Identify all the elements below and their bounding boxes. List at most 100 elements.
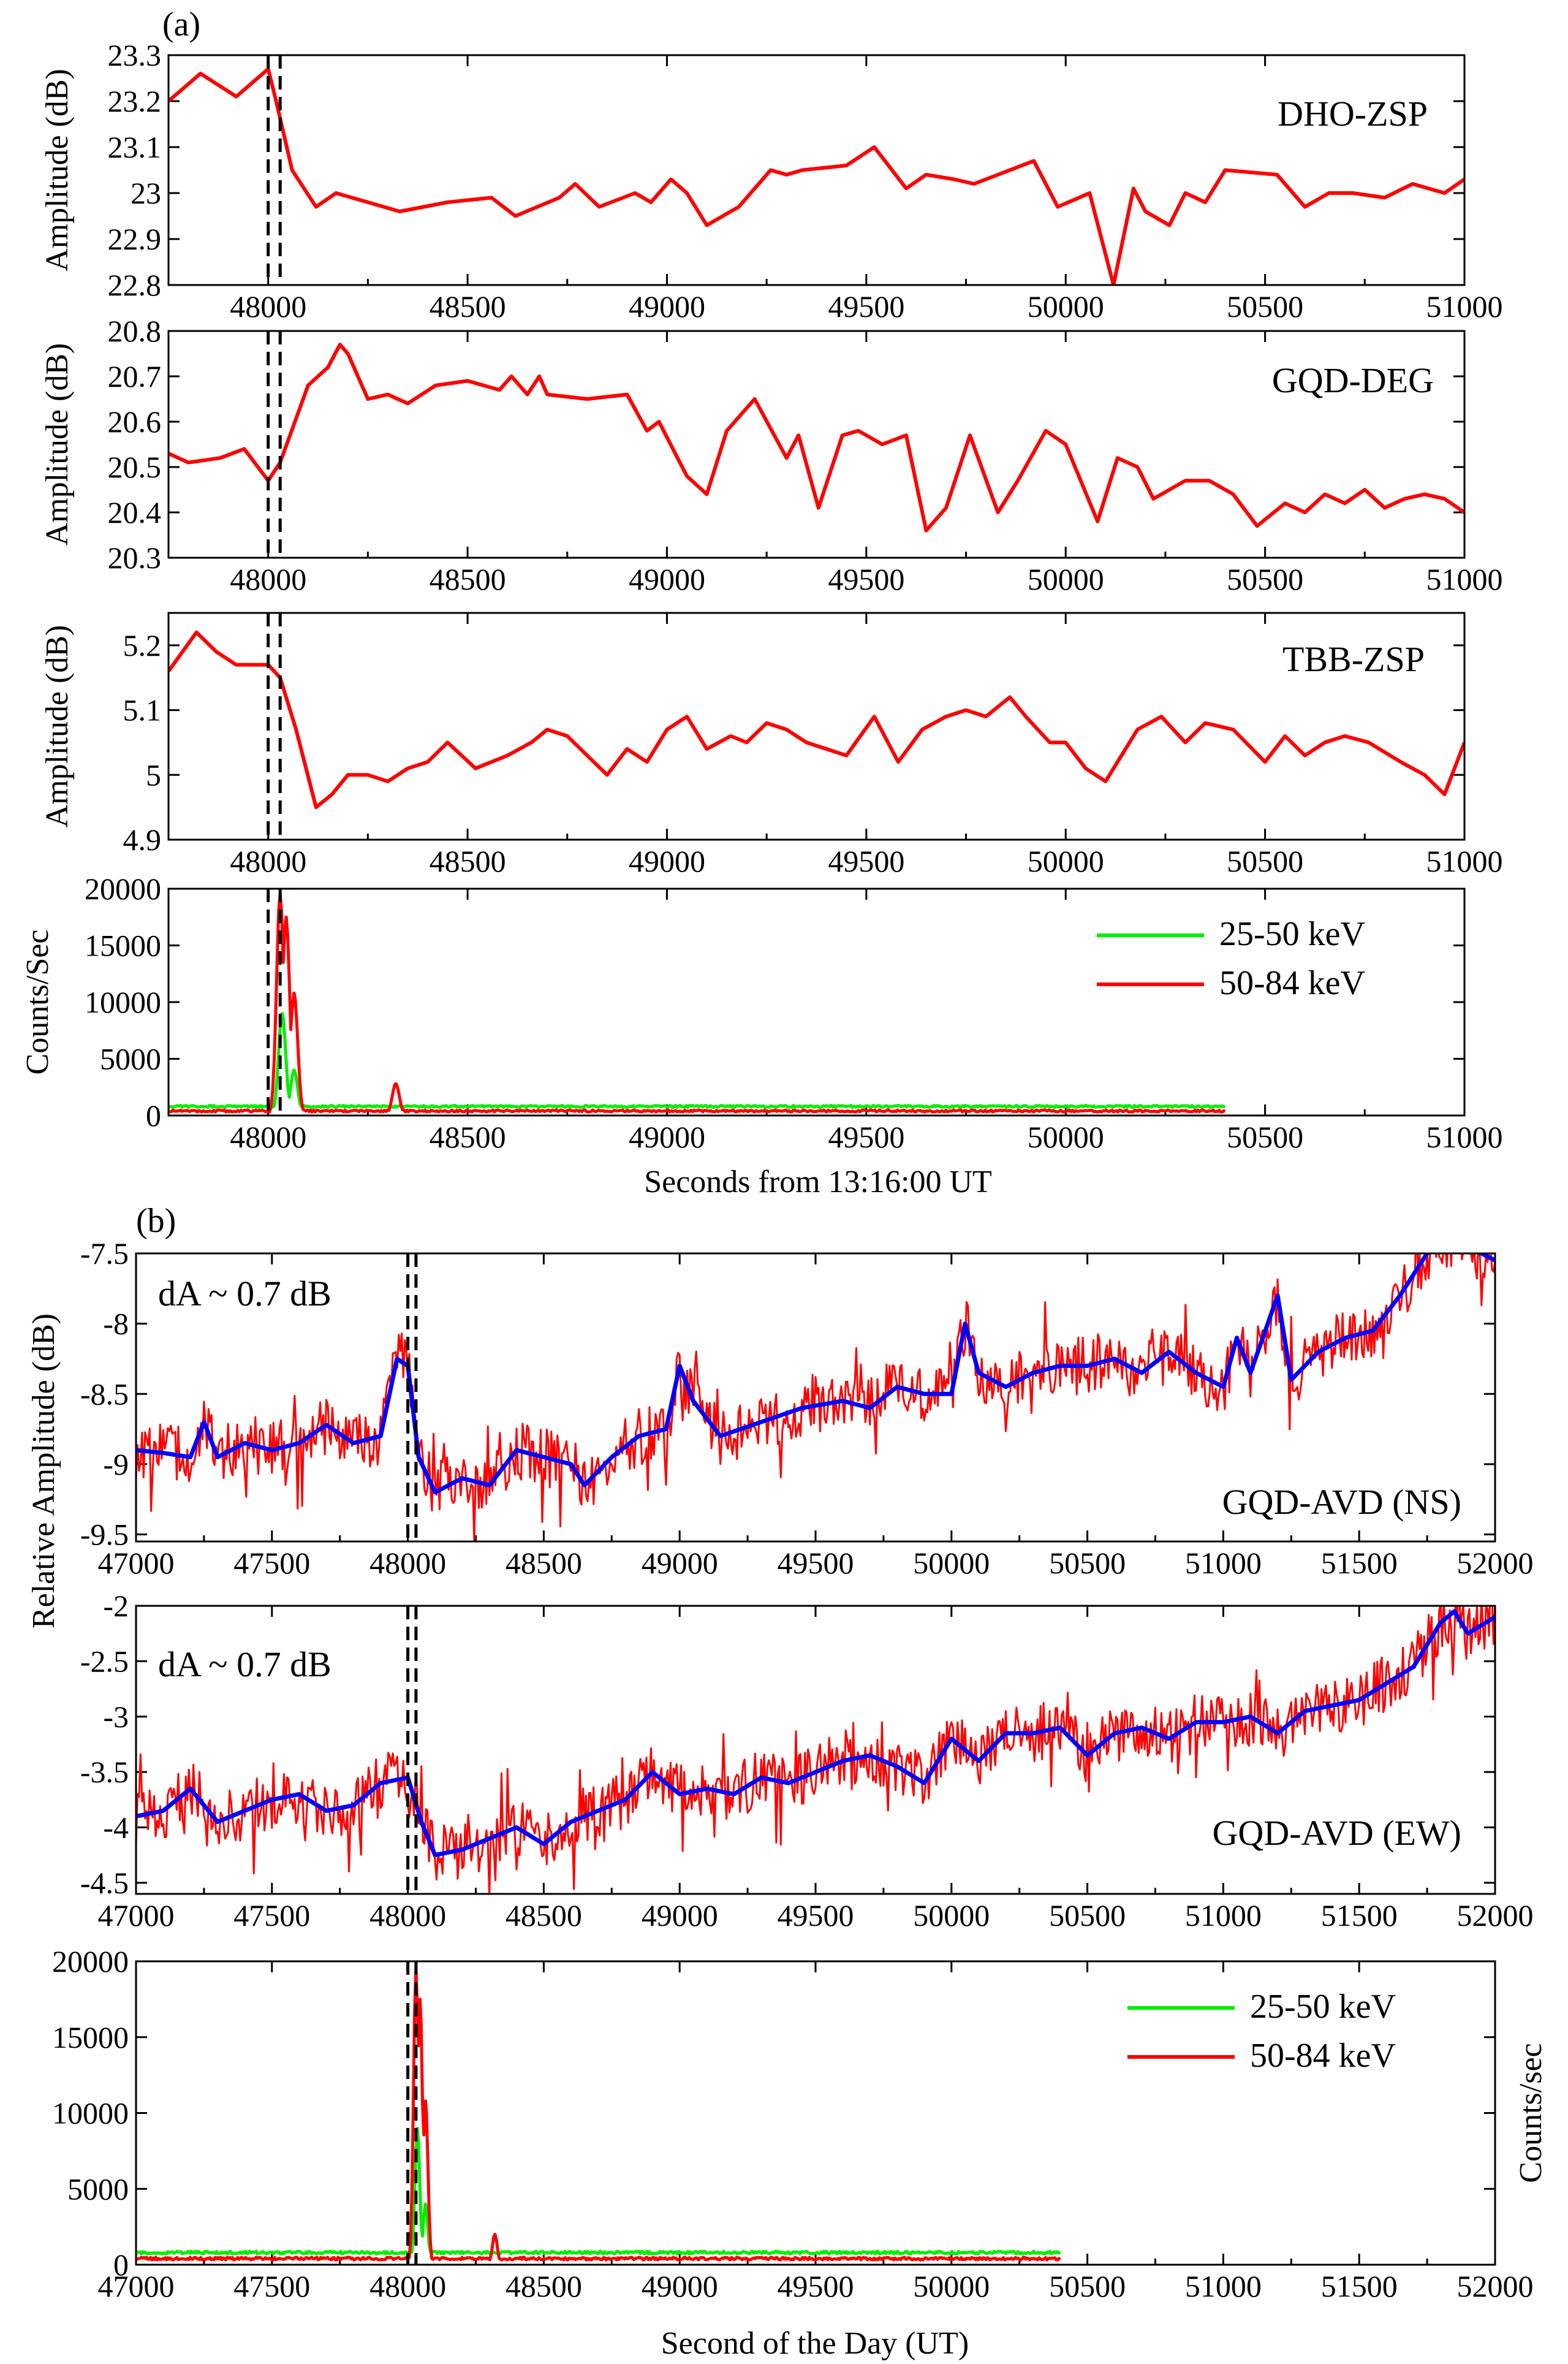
series-line-25-50-kev [136,2126,1061,2256]
y-tick-label: -9 [103,1447,129,1481]
x-tick-label: 48000 [369,1898,446,1933]
x-tick-label: 49000 [642,2269,718,2303]
legend-entry: 25-50 keV [1219,915,1365,953]
x-tick-label: 51000 [1426,1120,1503,1154]
x-axis-label-a: Seconds from 13:16:00 UT [644,1165,992,1199]
series-line-main [169,343,1464,533]
x-tick-label: 50500 [1227,289,1303,324]
series-line-smoothed [136,1253,1495,1495]
station-label: GQD-AVD (EW) [1213,1813,1461,1853]
plot-frame [167,612,1466,841]
x-tick-label: 51500 [1321,1898,1398,1933]
x-tick-label: 48000 [369,2269,446,2303]
y-axis-label-b-shared: Relative Amplitude (dB) [26,1313,61,1629]
x-tick-label: 49500 [778,1546,854,1580]
x-tick-label: 48000 [230,844,306,878]
y-axis-label: Amplitude (dB) [40,69,75,272]
y-tick-label: -4.5 [80,1866,129,1900]
y-tick-label: -3 [103,1700,129,1734]
x-tick-label: 48000 [230,1120,306,1154]
y-tick-label: 23.1 [108,130,162,164]
y-tick-label: -7.5 [80,1236,129,1271]
legend-entry: 25-50 keV [1250,1988,1396,2026]
x-tick-label: 48000 [230,562,306,596]
x-tick-label: 47500 [233,2269,310,2303]
plot-frame [167,54,1466,286]
y-tick-label: 5.1 [123,693,162,728]
y-tick-label: 10000 [52,2096,129,2130]
x-tick-label: 48000 [230,289,306,324]
x-tick-label: 49000 [642,1546,718,1580]
series-line-25-50-kev [169,1012,1225,1109]
legend-entry: 50-84 keV [1219,964,1365,1002]
series-line-main [169,630,1464,810]
series-line-50-84-kev [136,1967,1062,2262]
x-tick-label: 50000 [1028,1120,1104,1154]
series-line-raw [136,1253,1495,1541]
y-axis-label: Amplitude (dB) [40,625,75,828]
x-tick-label: 48500 [430,289,506,324]
y-tick-label: 20.5 [108,450,162,484]
x-tick-label: 51500 [1321,1546,1398,1580]
y-tick-label: -3.5 [80,1755,129,1789]
x-tick-label: 50500 [1227,1120,1303,1154]
y-tick-label: 23.2 [108,84,162,118]
x-tick-label: 49500 [778,1898,854,1933]
y-tick-label: 20.4 [108,495,162,530]
x-tick-label: 48500 [430,844,506,878]
x-tick-label: 50000 [913,1546,990,1580]
series-line-smoothed [136,1609,1495,1858]
series-line-raw [136,1606,1495,1894]
y-tick-label: 22.9 [108,222,162,256]
y-tick-label: 20000 [52,1944,129,1978]
x-tick-label: 49000 [642,1898,718,1933]
x-tick-label: 51000 [1185,1546,1262,1580]
x-tick-label: 50000 [1028,844,1104,878]
x-tick-label: 49500 [828,289,904,324]
x-tick-label: 48500 [506,2269,582,2303]
subplot-gqd-avd-ew: 47000 47500 48000 48500 49000 49500 50000 50500… [80,1589,1534,1933]
x-tick-label: 50500 [1227,562,1303,596]
y-axis-label: Amplitude (dB) [40,343,75,546]
y-tick-label: 20.3 [108,541,162,575]
y-tick-label: -4 [103,1811,129,1845]
station-label: GQD-AVD (NS) [1222,1482,1461,1522]
plot-frame [135,1960,1496,2266]
y-tick-label: -9.5 [80,1518,129,1552]
y-tick-label: -2 [103,1589,129,1623]
x-tick-label: 52000 [1457,1898,1534,1933]
y-tick-label: 5000 [100,1042,161,1076]
x-tick-label: 50000 [1028,562,1104,596]
x-tick-label: 49500 [828,562,904,596]
x-tick-label: 50500 [1227,844,1303,878]
panel-a-label: (a) [162,6,200,44]
y-tick-label: 20000 [85,872,161,906]
x-tick-label: 51000 [1185,1898,1262,1933]
x-tick-label: 50000 [913,2269,990,2303]
annotation-label: dA ~ 0.7 dB [158,1274,331,1313]
x-tick-label: 48500 [430,1120,506,1154]
x-tick-label: 48000 [369,1546,446,1580]
subplot-dho-zsp: 48000 48500 49000 49500 50000 50500 51000 22.8 2… [40,38,1503,324]
y-tick-label: 5000 [67,2172,129,2206]
y-tick-label: -2.5 [80,1644,129,1678]
x-tick-label: 49000 [629,562,705,596]
y-tick-label: 15000 [85,929,161,963]
x-tick-label: 49000 [629,289,705,324]
y-tick-label: -8.5 [80,1377,129,1411]
x-tick-label: 47000 [98,1546,175,1580]
x-tick-label: 51000 [1185,2269,1262,2303]
y-tick-label: -8 [103,1307,129,1341]
x-tick-label: 49500 [778,2269,854,2303]
plot-frame [167,887,1466,1117]
x-tick-label: 49000 [629,844,705,878]
x-tick-label: 47000 [98,1898,175,1933]
y-tick-label: 23.3 [108,38,162,72]
x-tick-label: 49000 [629,1120,705,1154]
x-tick-label: 50500 [1049,2269,1126,2303]
x-tick-label: 50500 [1049,1898,1126,1933]
x-tick-label: 50000 [913,1898,990,1933]
series-line-main [169,67,1464,285]
y-tick-label: 5.2 [123,628,162,663]
